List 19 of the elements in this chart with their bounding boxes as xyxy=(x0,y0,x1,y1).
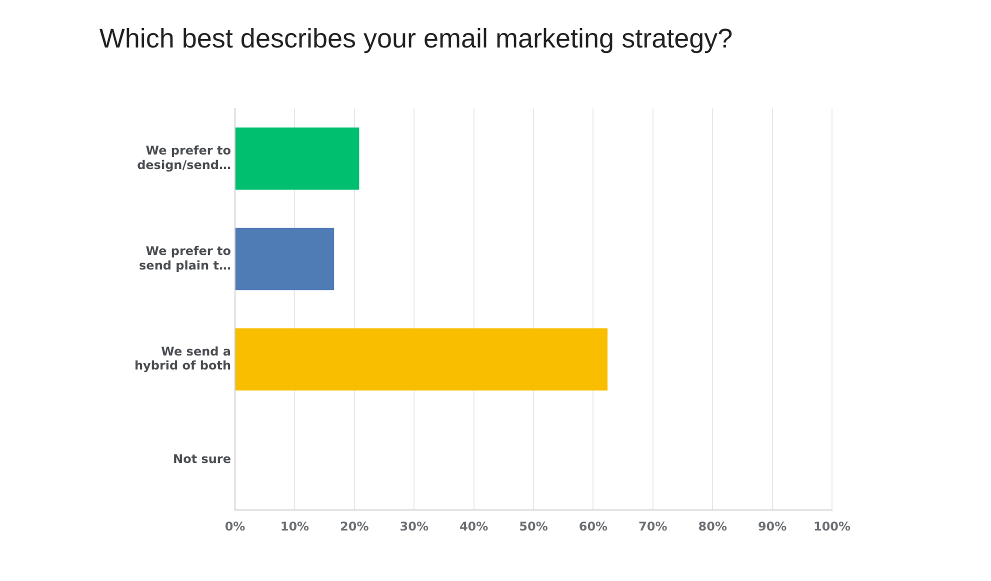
x-tick-label: 80% xyxy=(698,519,727,534)
x-tick-label: 30% xyxy=(400,519,428,534)
x-tick-label: 20% xyxy=(340,519,369,534)
y-tick-label: We send a hybrid of both xyxy=(134,344,231,373)
bar xyxy=(236,127,360,190)
x-tick-label: 50% xyxy=(519,519,548,534)
y-tick-label: We prefer to send plain t… xyxy=(139,244,231,272)
chart-title: Which best describes your email marketing strategy? xyxy=(99,24,733,54)
x-tick-label: 40% xyxy=(459,519,488,534)
x-tick-label: 90% xyxy=(758,519,787,534)
bar xyxy=(236,228,334,290)
x-tick-label: 0% xyxy=(224,519,246,534)
x-tick-label: 70% xyxy=(638,519,668,534)
x-tick-label: 10% xyxy=(280,519,310,534)
y-tick-label: Not sure xyxy=(173,452,231,466)
x-tick-label: 100% xyxy=(813,519,851,534)
bar xyxy=(236,328,608,391)
x-tick-label: 60% xyxy=(578,519,608,534)
y-tick-label: We prefer to design/send… xyxy=(137,144,231,172)
